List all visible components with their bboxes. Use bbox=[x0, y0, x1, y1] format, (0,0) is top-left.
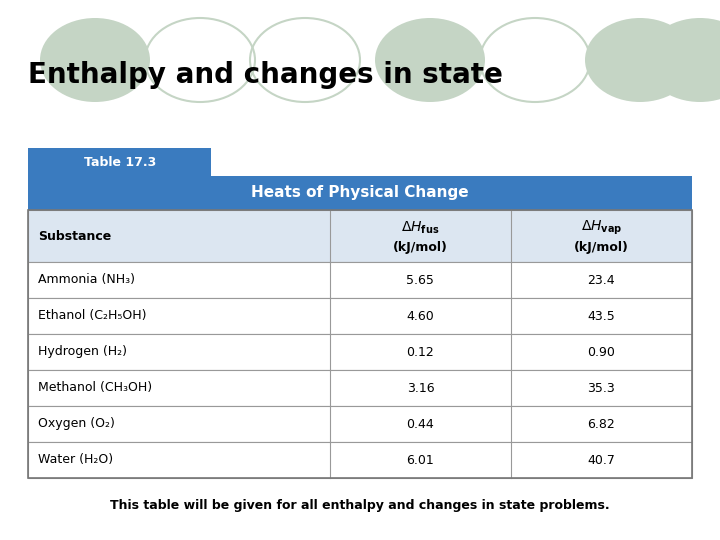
Text: Table 17.3: Table 17.3 bbox=[84, 156, 156, 168]
Text: Substance: Substance bbox=[38, 230, 112, 242]
Ellipse shape bbox=[40, 18, 150, 102]
Text: 0.44: 0.44 bbox=[407, 417, 434, 430]
Ellipse shape bbox=[645, 18, 720, 102]
Text: Hydrogen (H₂): Hydrogen (H₂) bbox=[38, 346, 127, 359]
FancyBboxPatch shape bbox=[28, 262, 692, 298]
Text: 23.4: 23.4 bbox=[588, 273, 615, 287]
Text: Water (H₂O): Water (H₂O) bbox=[38, 454, 113, 467]
FancyBboxPatch shape bbox=[28, 298, 692, 334]
FancyBboxPatch shape bbox=[28, 406, 692, 442]
Text: $\Delta H_{\mathregular{fus}}$: $\Delta H_{\mathregular{fus}}$ bbox=[401, 220, 440, 237]
Text: 3.16: 3.16 bbox=[407, 381, 434, 395]
FancyBboxPatch shape bbox=[28, 148, 212, 176]
Text: This table will be given for all enthalpy and changes in state problems.: This table will be given for all enthalp… bbox=[110, 498, 610, 511]
Text: Oxygen (O₂): Oxygen (O₂) bbox=[38, 417, 115, 430]
Text: 6.82: 6.82 bbox=[588, 417, 615, 430]
Text: (kJ/mol): (kJ/mol) bbox=[393, 241, 448, 254]
Text: Ammonia (NH₃): Ammonia (NH₃) bbox=[38, 273, 135, 287]
Text: Ethanol (C₂H₅OH): Ethanol (C₂H₅OH) bbox=[38, 309, 146, 322]
Text: Methanol (CH₃OH): Methanol (CH₃OH) bbox=[38, 381, 152, 395]
FancyBboxPatch shape bbox=[28, 210, 692, 262]
Text: 6.01: 6.01 bbox=[407, 454, 434, 467]
Text: 0.90: 0.90 bbox=[588, 346, 616, 359]
FancyBboxPatch shape bbox=[28, 442, 692, 478]
Text: Enthalpy and changes in state: Enthalpy and changes in state bbox=[28, 61, 503, 89]
Text: 43.5: 43.5 bbox=[588, 309, 615, 322]
Text: 4.60: 4.60 bbox=[407, 309, 434, 322]
Text: 0.12: 0.12 bbox=[407, 346, 434, 359]
Text: $\Delta H_{\mathregular{vap}}$: $\Delta H_{\mathregular{vap}}$ bbox=[580, 219, 622, 238]
Text: Heats of Physical Change: Heats of Physical Change bbox=[251, 186, 469, 200]
Text: (kJ/mol): (kJ/mol) bbox=[574, 241, 629, 254]
Ellipse shape bbox=[375, 18, 485, 102]
Text: 5.65: 5.65 bbox=[407, 273, 434, 287]
Ellipse shape bbox=[585, 18, 695, 102]
FancyBboxPatch shape bbox=[28, 176, 692, 210]
FancyBboxPatch shape bbox=[28, 370, 692, 406]
Text: 40.7: 40.7 bbox=[588, 454, 616, 467]
Text: 35.3: 35.3 bbox=[588, 381, 615, 395]
FancyBboxPatch shape bbox=[28, 334, 692, 370]
